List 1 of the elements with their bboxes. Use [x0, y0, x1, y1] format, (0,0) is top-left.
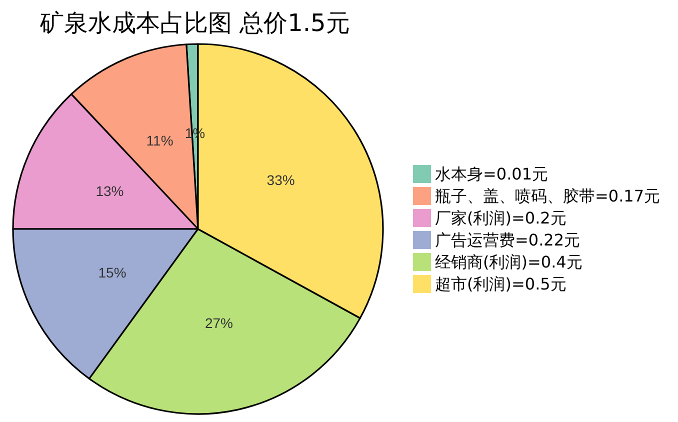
title: 矿泉水成本占比图 总价1.5元 [40, 9, 350, 37]
